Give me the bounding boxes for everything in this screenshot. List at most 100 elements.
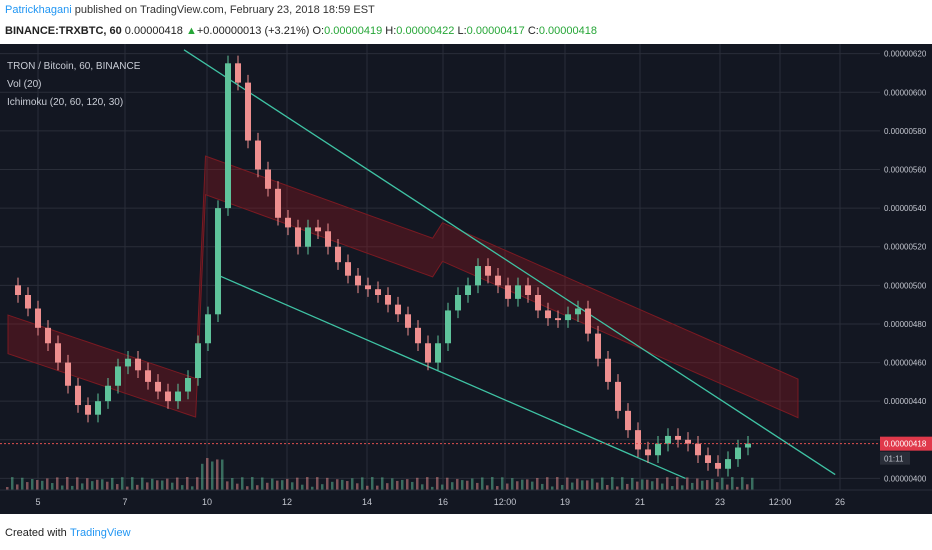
volume-bar — [126, 486, 129, 490]
volume-bar — [651, 481, 654, 490]
volume-bar — [396, 480, 399, 490]
volume-bar — [141, 477, 144, 490]
candle-body — [695, 443, 701, 456]
volume-bar — [266, 482, 269, 490]
volume-bar — [51, 483, 54, 490]
volume-bar — [561, 484, 564, 490]
volume-bar — [361, 477, 364, 490]
volume-bar — [326, 477, 329, 490]
candle-body — [495, 275, 501, 286]
published-text: published on TradingView.com, February 2… — [71, 4, 375, 16]
candle-body — [215, 208, 221, 315]
volume-bar — [311, 486, 314, 490]
candle-body — [355, 275, 361, 286]
candle-body — [555, 318, 561, 321]
volume-bar — [451, 482, 454, 490]
volume-bar — [211, 461, 214, 490]
volume-bar — [376, 485, 379, 490]
candle-body — [395, 304, 401, 315]
y-tick-label: 0.00000460 — [884, 359, 927, 368]
candle-body — [685, 439, 691, 444]
volume-bar — [346, 481, 349, 490]
volume-bar — [121, 477, 124, 490]
candle-body — [305, 227, 311, 247]
candle-body — [105, 385, 111, 402]
candle-body — [335, 246, 341, 263]
x-tick-label: 26 — [835, 497, 845, 507]
candle-body — [705, 455, 711, 463]
volume-bar — [336, 479, 339, 490]
candle-body — [715, 462, 721, 469]
volume-bar — [586, 480, 589, 490]
candle-body — [135, 358, 141, 371]
candle-body — [405, 314, 411, 328]
volume-bar — [731, 477, 734, 490]
candle-body — [195, 343, 201, 379]
candle-body — [615, 381, 621, 411]
candle-body — [425, 343, 431, 363]
volume-bar — [271, 478, 274, 490]
volume-bar — [531, 481, 534, 490]
candle-body — [345, 262, 351, 276]
candle-body — [155, 381, 161, 392]
volume-bar — [236, 483, 239, 490]
volume-bar — [516, 481, 519, 490]
legend-symbol: TRON / Bitcoin, 60, BINANCE — [7, 61, 141, 72]
volume-bar — [101, 479, 104, 490]
volume-bar — [366, 485, 369, 490]
volume-bar — [661, 483, 664, 490]
volume-bar — [681, 485, 684, 490]
volume-bar — [636, 481, 639, 490]
y-tick-label: 0.00000480 — [884, 320, 927, 329]
volume-bar — [76, 477, 79, 490]
volume-bar — [116, 484, 119, 490]
volume-bar — [206, 458, 209, 490]
x-tick-label: 7 — [122, 497, 127, 507]
volume-bar — [656, 478, 659, 490]
volume-bar — [736, 486, 739, 490]
current-price-badge — [880, 436, 932, 451]
volume-bar — [341, 479, 344, 490]
open-value: 0.00000419 — [324, 25, 383, 37]
candle-body — [15, 285, 21, 295]
current-price-label: 0.00000418 — [884, 440, 927, 449]
volume-bar — [541, 483, 544, 490]
volume-bar — [296, 477, 299, 490]
last-price: 0.00000418 — [124, 25, 183, 37]
volume-bar — [486, 485, 489, 490]
volume-bar — [426, 477, 429, 490]
volume-bar — [61, 485, 64, 490]
volume-bar — [611, 477, 614, 490]
legend-volume: Vol (20) — [7, 79, 42, 90]
x-tick-label: 10 — [202, 497, 212, 507]
volume-bar — [26, 482, 29, 490]
y-tick-label: 0.00000400 — [884, 474, 927, 483]
volume-bar — [556, 477, 559, 490]
volume-bar — [701, 480, 704, 490]
author-link[interactable]: Patrickhagani — [5, 4, 72, 16]
candle-body — [205, 314, 211, 344]
volume-bar — [741, 477, 744, 490]
volume-bar — [86, 478, 89, 490]
candle-body — [125, 358, 131, 367]
volume-bar — [166, 478, 169, 490]
volume-bar — [181, 485, 184, 490]
candle-body — [725, 459, 731, 469]
candle-body — [95, 401, 101, 415]
candle-body — [85, 405, 91, 415]
volume-bar — [551, 486, 554, 490]
volume-bar — [466, 480, 469, 490]
ichimoku-cloud — [7, 155, 799, 419]
tradingview-brand-link[interactable]: TradingView — [70, 527, 131, 539]
y-tick-label: 0.00000440 — [884, 397, 927, 406]
volume-bar — [726, 484, 729, 490]
volume-bar — [221, 459, 224, 490]
trendline — [218, 275, 686, 480]
volume-bar — [501, 477, 504, 490]
price-chart[interactable]: 0.00000620 0.00000600 0.00000580 0.00000560… — [0, 44, 932, 514]
volume-bar — [46, 478, 49, 490]
volume-bar — [666, 477, 669, 490]
volume-bar — [751, 477, 754, 490]
close-value: 0.00000418 — [538, 25, 597, 37]
chart-panel[interactable]: 0.00000620 0.00000600 0.00000580 0.00000560… — [0, 44, 932, 514]
